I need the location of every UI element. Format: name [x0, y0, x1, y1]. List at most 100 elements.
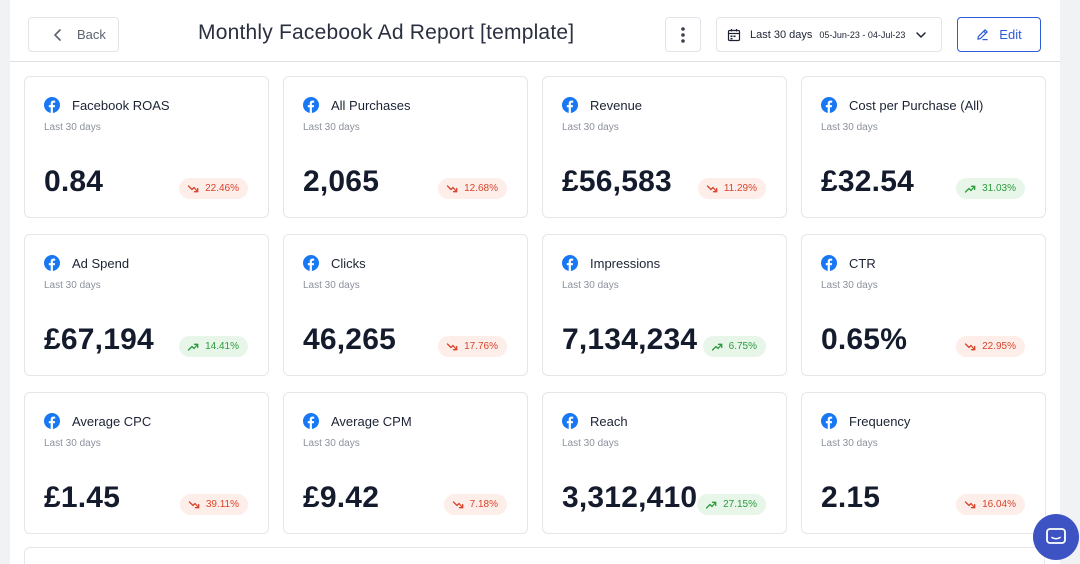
- facebook-icon: [303, 413, 319, 429]
- metric-value: £32.54: [821, 165, 914, 198]
- facebook-icon: [562, 97, 578, 113]
- chat-icon: [1046, 528, 1066, 544]
- change-value: 14.41%: [205, 341, 239, 352]
- metric-card-impressions[interactable]: Impressions Last 30 days 7,134,234 6.75%: [542, 234, 787, 376]
- facebook-icon: [821, 97, 837, 113]
- change-badge: 7.18%: [443, 494, 507, 515]
- trend-down-icon: [964, 342, 976, 350]
- metric-card-facebook-roas[interactable]: Facebook ROAS Last 30 days 0.84 22.46%: [24, 76, 269, 218]
- trend-up-icon: [964, 185, 976, 193]
- metric-period: Last 30 days: [562, 438, 619, 449]
- change-badge: 22.46%: [179, 178, 248, 199]
- metric-card-frequency[interactable]: Frequency Last 30 days 2.15 16.04%: [801, 392, 1046, 534]
- trend-down-icon: [446, 184, 458, 192]
- metric-name: Average CPM: [331, 414, 412, 429]
- change-badge: 17.76%: [438, 336, 507, 357]
- metric-card-all-purchases[interactable]: All Purchases Last 30 days 2,065 12.68%: [283, 76, 528, 218]
- change-badge: 11.29%: [697, 178, 766, 199]
- metric-card-ctr[interactable]: CTR Last 30 days 0.65% 22.95%: [801, 234, 1046, 376]
- metric-value: 2,065: [303, 165, 380, 198]
- metric-name: Ad Spend: [72, 256, 130, 271]
- change-value: 11.29%: [723, 183, 757, 194]
- metric-period: Last 30 days: [44, 280, 101, 291]
- change-badge: 6.75%: [702, 336, 766, 357]
- chat-button[interactable]: [1033, 514, 1079, 560]
- metric-value: £67,194: [44, 323, 154, 356]
- back-button-label: Back: [77, 27, 106, 42]
- facebook-icon: [562, 255, 578, 271]
- trend-down-icon: [446, 342, 458, 350]
- metric-card-average-cpc[interactable]: Average CPC Last 30 days £1.45 39.11%: [24, 392, 269, 534]
- trend-up-icon: [711, 343, 722, 351]
- edit-button[interactable]: Edit: [957, 17, 1041, 52]
- change-badge: 31.03%: [956, 178, 1025, 199]
- metric-card-revenue[interactable]: Revenue Last 30 days £56,583 11.29%: [542, 76, 787, 218]
- chevron-left-icon: [54, 28, 61, 41]
- metric-period: Last 30 days: [821, 280, 878, 291]
- metric-name: Clicks: [331, 256, 366, 271]
- metric-card-average-cpm[interactable]: Average CPM Last 30 days £9.42 7.18%: [283, 392, 528, 534]
- change-value: 22.46%: [205, 183, 239, 194]
- metric-name: Facebook ROAS: [72, 98, 170, 113]
- metric-name: Revenue: [590, 98, 643, 113]
- kebab-icon: [681, 26, 685, 43]
- facebook-icon: [821, 413, 837, 429]
- change-value: 22.95%: [982, 341, 1016, 352]
- date-range-dates: 05-Jun-23 - 04-Jul-23: [819, 29, 906, 40]
- change-badge: 12.68%: [438, 178, 507, 199]
- page-title: Monthly Facebook Ad Report [template]: [198, 21, 575, 44]
- change-value: 17.76%: [464, 341, 498, 352]
- change-value: 39.11%: [205, 499, 239, 510]
- metric-period: Last 30 days: [562, 122, 619, 133]
- metric-period: Last 30 days: [562, 280, 619, 291]
- metric-card-ad-spend[interactable]: Ad Spend Last 30 days £67,194 14.41%: [24, 234, 269, 376]
- change-badge: 14.41%: [179, 336, 248, 357]
- edit-button-label: Edit: [999, 27, 1022, 42]
- metric-value: 3,312,410: [562, 481, 698, 514]
- more-options-button[interactable]: [665, 17, 701, 52]
- trend-down-icon: [187, 184, 199, 192]
- trend-down-icon: [964, 500, 976, 508]
- trend-up-icon: [187, 343, 199, 351]
- facebook-icon: [44, 255, 60, 271]
- date-range-picker[interactable]: Last 30 days 05-Jun-23 - 04-Jul-23: [716, 17, 942, 52]
- metric-value: 0.84: [44, 165, 104, 198]
- facebook-icon: [821, 255, 837, 271]
- facebook-icon: [303, 255, 319, 271]
- metric-period: Last 30 days: [44, 438, 101, 449]
- report-app: Back Monthly Facebook Ad Report [templat…: [10, 0, 1060, 564]
- metric-period: Last 30 days: [821, 438, 878, 449]
- trend-down-icon: [188, 500, 200, 508]
- change-value: 31.03%: [982, 183, 1016, 194]
- calendar-icon: [727, 28, 741, 41]
- chevron-down-icon: [916, 31, 927, 38]
- pencil-icon: [977, 29, 989, 41]
- change-value: 12.68%: [464, 183, 498, 194]
- change-value: 27.15%: [723, 499, 757, 510]
- change-value: 7.18%: [469, 499, 498, 510]
- metric-name: Cost per Purchase (All): [849, 98, 984, 113]
- metric-card-clicks[interactable]: Clicks Last 30 days 46,265 17.76%: [283, 234, 528, 376]
- metric-card-cost-per-purchase-all[interactable]: Cost per Purchase (All) Last 30 days £32…: [801, 76, 1046, 218]
- facebook-icon: [303, 97, 319, 113]
- change-value: 16.04%: [982, 499, 1016, 510]
- metric-value: 46,265: [303, 323, 396, 356]
- trend-up-icon: [705, 501, 717, 509]
- facebook-icon: [44, 97, 60, 113]
- next-widget-card: [24, 547, 1045, 564]
- metrics-grid: Facebook ROAS Last 30 days 0.84 22.46% A…: [24, 76, 1046, 534]
- metric-name: Frequency: [849, 414, 911, 429]
- change-badge: 27.15%: [697, 494, 766, 515]
- metric-card-reach[interactable]: Reach Last 30 days 3,312,410 27.15%: [542, 392, 787, 534]
- metric-value: 7,134,234: [562, 323, 698, 356]
- facebook-icon: [562, 413, 578, 429]
- facebook-icon: [44, 413, 60, 429]
- metric-period: Last 30 days: [303, 438, 360, 449]
- metric-period: Last 30 days: [821, 122, 878, 133]
- metric-period: Last 30 days: [303, 280, 360, 291]
- metric-value: 2.15: [821, 481, 881, 514]
- metric-name: Reach: [590, 414, 628, 429]
- back-button[interactable]: Back: [28, 17, 119, 52]
- metric-name: Impressions: [590, 256, 661, 271]
- date-range-label: Last 30 days: [750, 28, 813, 41]
